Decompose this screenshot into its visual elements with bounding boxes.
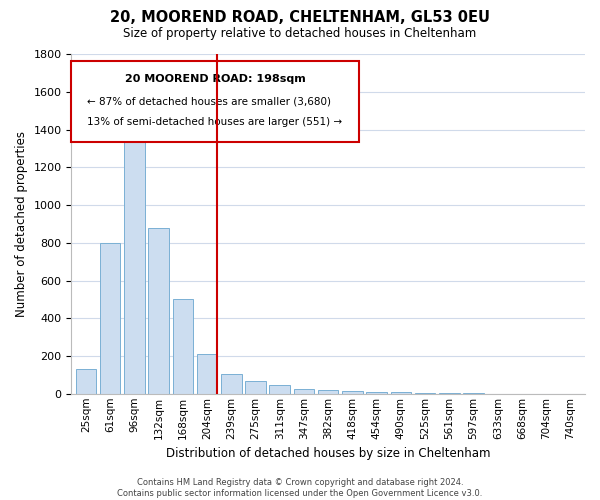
Text: Size of property relative to detached houses in Cheltenham: Size of property relative to detached ho… [124,28,476,40]
Text: Contains HM Land Registry data © Crown copyright and database right 2024.
Contai: Contains HM Land Registry data © Crown c… [118,478,482,498]
X-axis label: Distribution of detached houses by size in Cheltenham: Distribution of detached houses by size … [166,447,490,460]
Text: 13% of semi-detached houses are larger (551) →: 13% of semi-detached houses are larger (… [87,117,342,127]
Bar [148,228,169,394]
Y-axis label: Number of detached properties: Number of detached properties [15,131,28,317]
Bar [245,382,266,394]
Bar [76,369,96,394]
Bar [293,389,314,394]
Bar [124,116,145,394]
Bar [197,354,217,394]
Bar [318,390,338,394]
Bar [391,392,411,394]
Text: 20 MOOREND ROAD: 198sqm: 20 MOOREND ROAD: 198sqm [125,74,305,85]
Bar [100,243,121,394]
Bar [342,391,363,394]
Bar [415,393,436,394]
Bar [439,393,460,394]
FancyBboxPatch shape [71,61,359,142]
Text: ← 87% of detached houses are smaller (3,680): ← 87% of detached houses are smaller (3,… [87,96,331,106]
Bar [173,300,193,394]
Text: 20, MOOREND ROAD, CHELTENHAM, GL53 0EU: 20, MOOREND ROAD, CHELTENHAM, GL53 0EU [110,10,490,25]
Bar [221,374,242,394]
Bar [367,392,387,394]
Bar [269,386,290,394]
